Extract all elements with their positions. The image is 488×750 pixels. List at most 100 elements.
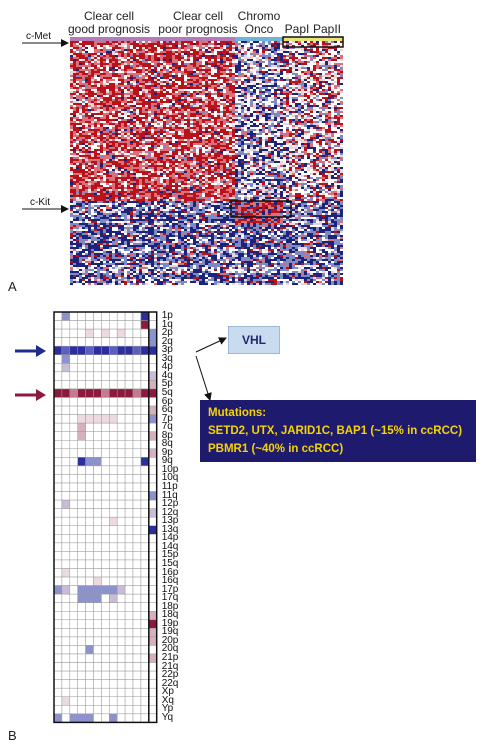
heatmap-cell xyxy=(157,99,160,101)
heatmap-cell xyxy=(94,63,97,65)
heatmap-cell xyxy=(178,63,181,65)
heatmap-cell xyxy=(331,57,334,59)
heatmap-cell xyxy=(184,67,187,69)
heatmap-cell xyxy=(337,105,340,107)
heatmap-cell xyxy=(187,83,190,85)
heatmap-cell xyxy=(250,113,253,115)
heatmap-cell xyxy=(298,115,301,117)
heatmap-cell xyxy=(334,129,337,131)
heatmap-cell xyxy=(115,139,118,141)
heatmap-cell xyxy=(247,81,250,83)
heatmap-cell xyxy=(127,119,130,121)
heatmap-cell xyxy=(247,57,250,59)
heatmap-cell xyxy=(262,43,265,45)
heatmap-cell xyxy=(295,137,298,139)
heatmap-cell xyxy=(88,85,91,87)
heatmap-cell xyxy=(103,61,106,63)
heatmap-cell xyxy=(94,57,97,59)
heatmap-cell xyxy=(286,79,289,81)
heatmap-cell xyxy=(340,47,343,49)
heatmap-cell xyxy=(244,111,247,113)
heatmap-cell xyxy=(160,85,163,87)
heatmap-cell xyxy=(184,111,187,113)
heatmap-cell xyxy=(283,53,286,55)
heatmap-cell xyxy=(277,41,280,43)
heatmap-cell xyxy=(202,113,205,115)
heatmap-cell xyxy=(274,75,277,77)
heatmap-cell xyxy=(169,63,172,65)
heatmap-cell xyxy=(310,85,313,87)
heatmap-cell xyxy=(256,77,259,79)
heatmap-cell xyxy=(163,71,166,73)
heatmap-cell xyxy=(262,47,265,49)
heatmap-cell xyxy=(160,149,163,151)
heatmap-cell xyxy=(193,61,196,63)
heatmap-cell xyxy=(211,127,214,129)
heatmap-cell xyxy=(334,79,337,81)
heatmap-cell xyxy=(139,69,142,71)
heatmap-cell xyxy=(304,105,307,107)
heatmap-cell xyxy=(76,91,79,93)
heatmap-cell xyxy=(259,149,262,151)
heatmap-cell xyxy=(217,115,220,117)
heatmap-cell xyxy=(91,91,94,93)
heatmap-cell xyxy=(106,53,109,55)
heatmap-cell xyxy=(157,49,160,51)
heatmap-cell xyxy=(229,141,232,143)
heatmap-cell xyxy=(109,67,112,69)
heatmap-cell xyxy=(127,139,130,141)
heatmap-cell xyxy=(235,143,238,145)
heatmap-cell xyxy=(190,107,193,109)
heatmap-cell xyxy=(190,91,193,93)
heatmap-cell xyxy=(136,83,139,85)
heatmap-cell xyxy=(313,129,316,131)
heatmap-cell xyxy=(97,115,100,117)
heatmap-cell xyxy=(181,117,184,119)
heatmap-cell xyxy=(79,49,82,51)
heatmap-cell xyxy=(259,51,262,53)
heatmap-cell xyxy=(253,73,256,75)
heatmap-cell xyxy=(175,109,178,111)
heatmap-cell xyxy=(196,135,199,137)
heatmap-cell xyxy=(193,57,196,59)
heatmap-cell xyxy=(328,63,331,65)
heatmap-cell xyxy=(166,109,169,111)
heatmap-cell xyxy=(70,69,73,71)
heatmap-cell xyxy=(124,131,127,133)
heatmap-cell xyxy=(127,49,130,51)
heatmap-cell xyxy=(115,65,118,67)
heatmap-cell xyxy=(145,147,148,149)
heatmap-cell xyxy=(91,139,94,141)
heatmap-cell xyxy=(289,65,292,67)
heatmap-cell xyxy=(202,45,205,47)
heatmap-cell xyxy=(145,95,148,97)
heatmap-cell xyxy=(121,61,124,63)
heatmap-cell xyxy=(106,75,109,77)
heatmap-cell xyxy=(337,115,340,117)
heatmap-cell xyxy=(136,81,139,83)
heatmap-cell xyxy=(85,143,88,145)
heatmap-cell xyxy=(157,61,160,63)
heatmap-cell xyxy=(166,103,169,105)
heatmap-cell xyxy=(268,143,271,145)
heatmap-cell xyxy=(124,63,127,65)
heatmap-cell xyxy=(307,69,310,71)
heatmap-cell xyxy=(205,65,208,67)
heatmap-cell xyxy=(109,47,112,49)
heatmap-cell xyxy=(253,111,256,113)
heatmap-cell xyxy=(250,131,253,133)
heatmap-cell xyxy=(151,135,154,137)
heatmap-cell xyxy=(220,123,223,125)
heatmap-cell xyxy=(292,119,295,121)
heatmap-cell xyxy=(253,137,256,139)
heatmap-cell xyxy=(142,45,145,47)
heatmap-cell xyxy=(133,107,136,109)
heatmap-cell xyxy=(313,141,316,143)
heatmap-cell xyxy=(100,135,103,137)
heatmap-cell xyxy=(160,65,163,67)
heatmap-cell xyxy=(280,97,283,99)
heatmap-cell xyxy=(154,53,157,55)
heatmap-cell xyxy=(148,69,151,71)
heatmap-cell xyxy=(172,43,175,45)
heatmap-cell xyxy=(235,125,238,127)
